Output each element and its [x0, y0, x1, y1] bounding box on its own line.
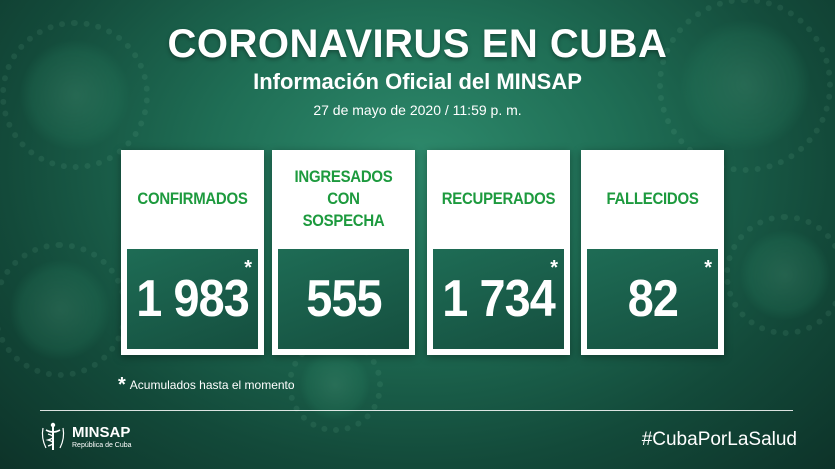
logo-name: MINSAP — [72, 423, 131, 441]
card-value: 1 983 — [136, 270, 250, 328]
asterisk-mark: * — [550, 257, 558, 279]
page-subtitle: Información Oficial del MINSAP — [253, 69, 582, 94]
stats-cards: CONFIRMADOS 1 983 * INGRESADOS CON SOSPE… — [121, 150, 724, 355]
card-value-box: 1 983 * — [126, 248, 259, 350]
asterisk-mark: * — [704, 257, 712, 279]
logo-subtitle: República de Cuba — [72, 441, 132, 449]
card-label: RECUPERADOS — [441, 189, 556, 208]
card-value-box: 1 734 * — [432, 248, 565, 350]
card-label: CONFIRMADOS — [137, 189, 248, 208]
caduceus-icon — [41, 422, 65, 450]
card-ingresados: INGRESADOS CON SOSPECHA 555 — [272, 150, 415, 355]
card-value: 82 — [627, 270, 678, 328]
card-value-box: 555 — [277, 248, 410, 350]
divider — [40, 410, 793, 411]
minsap-logo: MINSAP República de Cuba — [40, 422, 132, 452]
report-date: 27 de mayo de 2020 / 11:59 p. m. — [313, 102, 522, 118]
card-confirmados: CONFIRMADOS 1 983 * — [121, 150, 264, 355]
card-recuperados: RECUPERADOS 1 734 * — [427, 150, 570, 355]
card-value: 555 — [305, 270, 382, 328]
virus-decoration — [0, 20, 150, 170]
virus-decoration — [0, 242, 128, 378]
asterisk-mark: * — [244, 257, 252, 279]
page-title: CORONAVIRUS EN CUBA — [167, 22, 668, 66]
header: CORONAVIRUS EN CUBA Información Oficial … — [0, 22, 835, 120]
card-value: 1 734 — [442, 270, 556, 328]
footnote-asterisk: * — [118, 374, 126, 396]
card-fallecidos: FALLECIDOS 82 * — [581, 150, 724, 355]
card-label: FALLECIDOS — [606, 189, 699, 208]
footnote: * Acumulados hasta el momento — [118, 374, 295, 396]
card-value-box: 82 * — [586, 248, 719, 350]
card-label: INGRESADOS CON SOSPECHA — [294, 167, 393, 230]
hashtag: #CubaPorLaSalud — [641, 429, 797, 450]
footnote-text: Acumulados hasta el momento — [129, 378, 295, 392]
virus-decoration — [723, 213, 835, 337]
virus-decoration — [656, 0, 834, 174]
